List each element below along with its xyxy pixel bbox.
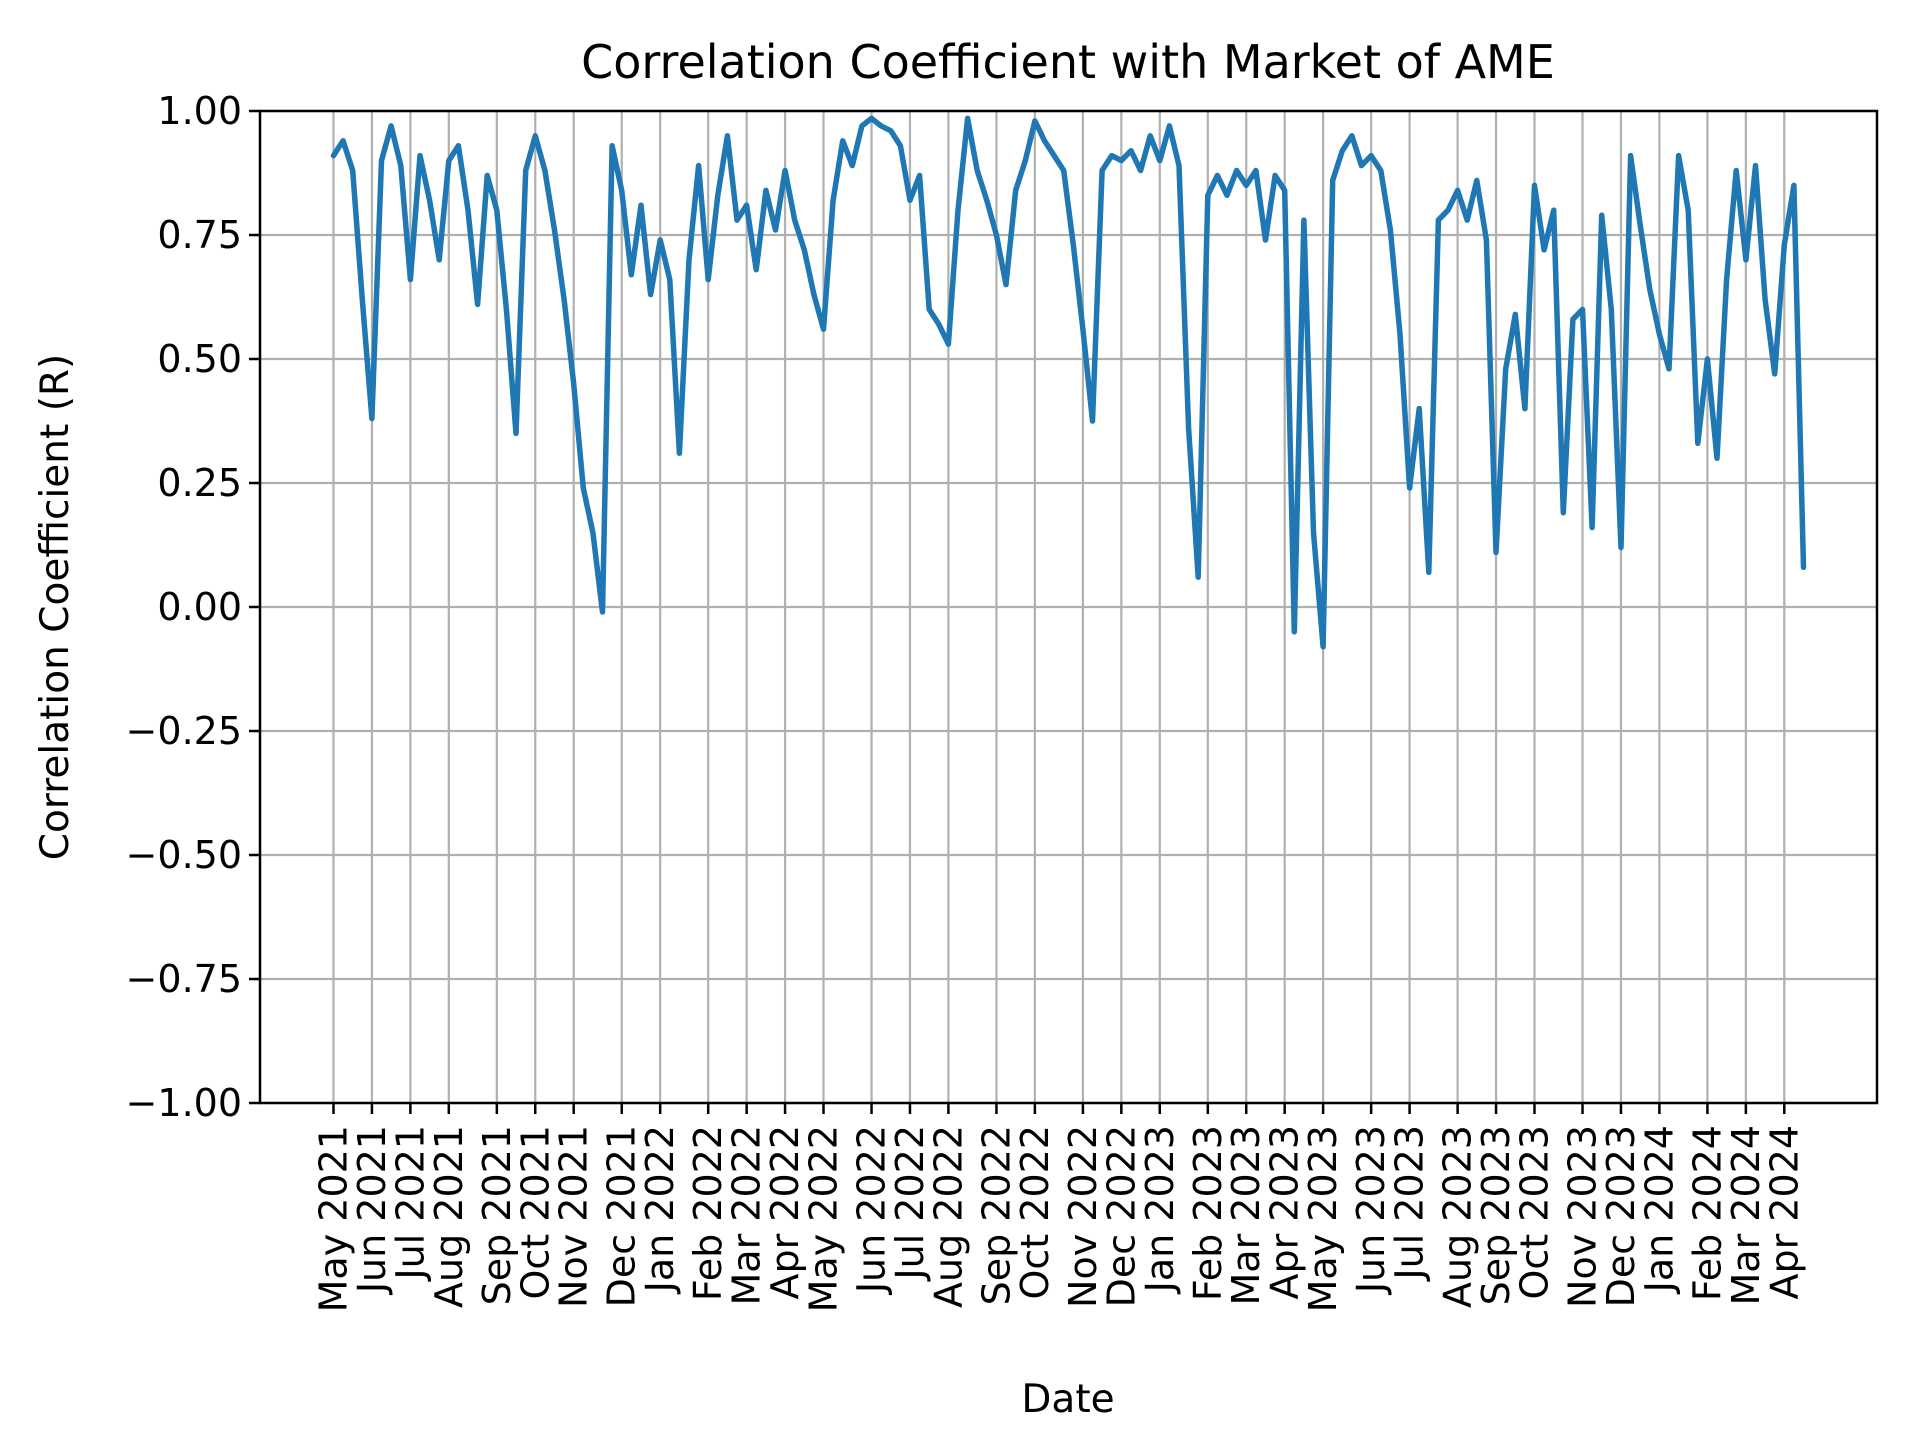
x-tick-label: Dec 2021 [600,1125,644,1307]
x-tick-label: Mar 2023 [1224,1125,1268,1305]
x-tick-label: Oct 2022 [1013,1125,1057,1300]
x-axis-label: Date [1021,1377,1114,1422]
x-tick-label: Sep 2022 [974,1125,1018,1305]
x-tick-label: Dec 2023 [1599,1125,1643,1307]
x-tick-label: Apr 2023 [1263,1125,1307,1300]
x-tick-label: Jan 2024 [1637,1125,1681,1294]
y-tick-label: 1.00 [157,89,242,133]
x-tick-label: Jan 2023 [1138,1125,1182,1294]
x-tick-label: Nov 2023 [1561,1125,1605,1308]
x-tick-label: Feb 2023 [1186,1125,1230,1301]
x-tick-label: Jul 2023 [1388,1125,1432,1282]
y-tick-label: −1.00 [126,1081,242,1125]
x-tick-label: Sep 2023 [1474,1125,1518,1305]
y-tick-label: 0.00 [157,585,242,629]
x-tick-label: Apr 2024 [1762,1125,1806,1300]
x-tick-label: Aug 2023 [1436,1125,1480,1308]
x-tick-label: Jun 2021 [350,1125,394,1295]
x-tick-label: Jun 2023 [1349,1125,1393,1295]
x-tick-label: Oct 2023 [1512,1125,1556,1300]
x-tick-label: Apr 2022 [763,1125,807,1300]
y-tick-label: −0.25 [126,709,242,753]
x-tick-label: Feb 2024 [1685,1125,1729,1301]
y-tick-label: −0.75 [126,957,242,1001]
y-tick-label: −0.50 [126,833,242,877]
x-tick-label: Jul 2022 [888,1125,932,1282]
y-tick-label: 0.75 [157,213,242,257]
x-tick-label: Jun 2022 [850,1125,894,1295]
spine-layer [258,109,1879,1105]
x-tick-label: Dec 2022 [1099,1125,1143,1307]
x-tick-label: Aug 2021 [427,1125,471,1308]
x-tick-label: Jan 2022 [638,1125,682,1294]
y-tick-label: 0.25 [157,461,242,505]
x-tick-label: Oct 2021 [513,1125,557,1300]
correlation-line [330,115,1807,650]
y-axis-label: Correlation Coefficient (R) [33,354,78,860]
chart-title: Correlation Coefficient with Market of A… [581,35,1555,89]
x-tick-label: Nov 2022 [1061,1125,1105,1308]
x-tick-label: May 2022 [802,1125,846,1312]
y-tick-label: 0.50 [157,337,242,381]
x-tick-label: May 2021 [312,1125,356,1312]
x-tick-label: Feb 2022 [686,1125,730,1301]
x-tick-label: Mar 2022 [725,1125,769,1305]
data-layer [330,115,1807,650]
x-tick-label: Nov 2021 [552,1125,596,1308]
x-tick-label: Aug 2022 [926,1125,970,1308]
x-tick-label: Mar 2024 [1724,1125,1768,1305]
x-tick-label: Jul 2021 [388,1125,432,1282]
x-tick-label: Sep 2021 [475,1125,519,1305]
x-tick-label: May 2023 [1301,1125,1345,1312]
plot-border [258,109,1879,1105]
